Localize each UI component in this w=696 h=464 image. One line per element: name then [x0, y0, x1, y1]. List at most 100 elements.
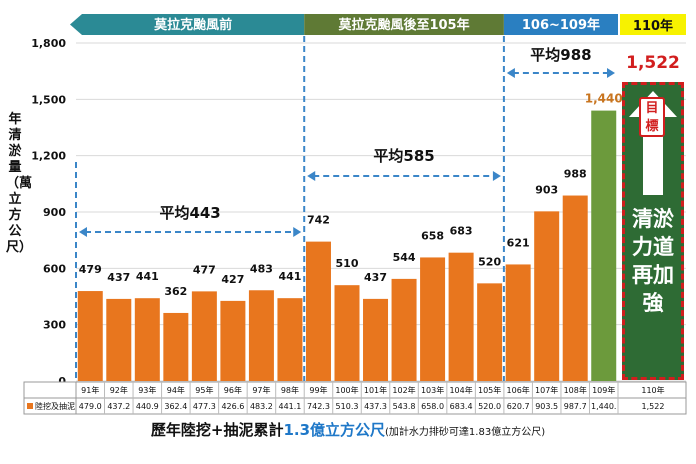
- table-value: 479.0: [79, 402, 102, 411]
- target-table-year: 110年: [641, 385, 664, 395]
- average-arrow-left: [506, 68, 515, 78]
- bar: [248, 290, 274, 381]
- target-value-label: 1,522: [626, 53, 680, 73]
- table-value: 362.4: [164, 402, 187, 411]
- x-tick-label: 106年: [507, 385, 530, 395]
- data-label: 621: [507, 236, 530, 249]
- data-label: 477: [193, 263, 216, 276]
- table-value: 441.1: [278, 402, 301, 411]
- table-value: 1,440.: [591, 402, 616, 411]
- average-label: 平均585: [373, 147, 434, 165]
- table-value: 477.3: [193, 402, 216, 411]
- bar: [534, 211, 560, 381]
- average-arrow-right: [492, 171, 501, 181]
- period-banner-label: 106~109年: [522, 17, 600, 33]
- period-banner: [503, 14, 618, 35]
- x-tick-label: 99年: [309, 385, 327, 395]
- period-banner-label: 莫拉克颱風前: [153, 17, 232, 33]
- x-tick-label: 91年: [81, 385, 99, 395]
- x-tick-label: 95年: [195, 385, 213, 395]
- table-value: 742.3: [307, 402, 330, 411]
- data-label: 1,440: [585, 92, 623, 106]
- average-arrow-right: [607, 68, 615, 78]
- x-tick-label: 109年: [592, 385, 615, 395]
- x-tick-label: 103年: [421, 385, 444, 395]
- legend-label: 陸挖及抽泥: [35, 401, 75, 411]
- target-table-value: 1,522: [642, 402, 665, 411]
- table-value: 426.6: [221, 402, 244, 411]
- bar: [391, 278, 417, 381]
- y-tick-label: 900: [43, 206, 66, 219]
- table-value: 620.7: [507, 402, 530, 411]
- x-tick-label: 105年: [478, 385, 501, 395]
- footer-main: 歷年陸挖+抽泥累計: [150, 421, 284, 439]
- table-value: 437.2: [107, 402, 130, 411]
- period-banner: [304, 14, 504, 35]
- data-label: 544: [393, 251, 416, 264]
- x-tick-label: 94年: [167, 385, 185, 395]
- data-label: 441: [278, 270, 301, 283]
- bar: [334, 285, 360, 381]
- table-value: 543.8: [393, 402, 416, 411]
- period-banner: [70, 14, 305, 35]
- x-tick-label: 102年: [392, 385, 415, 395]
- bar: [220, 300, 246, 381]
- target-badge: 目標: [639, 97, 665, 137]
- data-label: 903: [535, 183, 558, 196]
- table-value: 440.9: [136, 402, 159, 411]
- x-tick-label: 92年: [110, 385, 128, 395]
- table-value: 987.7: [564, 402, 587, 411]
- table-value: 903.5: [535, 402, 558, 411]
- y-tick-label: 600: [43, 262, 66, 275]
- footer-caption: 歷年陸挖+抽泥累計1.3億立方公尺(加計水力排砂可達1.83億立方公尺): [0, 419, 696, 440]
- data-label: 479: [79, 263, 102, 276]
- table-value: 683.4: [450, 402, 473, 411]
- y-tick-label: 300: [43, 319, 66, 332]
- bar: [277, 298, 303, 381]
- data-label: 483: [250, 262, 273, 275]
- bar: [77, 291, 103, 381]
- x-tick-label: 97年: [252, 385, 270, 395]
- x-tick-label: 101年: [364, 385, 387, 395]
- bar: [505, 264, 531, 381]
- target-year-banner: [620, 14, 686, 35]
- average-label: 平均443: [159, 204, 220, 222]
- table-value: 483.2: [250, 402, 273, 411]
- data-label: 742: [307, 214, 330, 227]
- data-label: 427: [221, 273, 244, 286]
- target-text: 清淤力道再加強: [632, 207, 674, 315]
- average-label: 平均988: [530, 46, 591, 64]
- bar: [562, 195, 588, 381]
- average-arrow-right: [293, 227, 302, 237]
- table-value: 510.3: [336, 402, 359, 411]
- data-label: 510: [336, 257, 359, 270]
- table-value: 520.0: [478, 402, 501, 411]
- data-label: 683: [450, 225, 473, 238]
- legend-swatch: [27, 403, 33, 409]
- y-tick-label: 1,500: [31, 93, 66, 106]
- data-label: 520: [478, 255, 501, 268]
- data-label: 437: [107, 271, 130, 284]
- bar: [591, 110, 617, 381]
- data-label: 988: [564, 168, 587, 181]
- bar: [191, 291, 217, 381]
- bar: [163, 312, 189, 381]
- y-axis-label: 年清淤量（萬立方公尺）: [6, 112, 33, 255]
- bar: [477, 283, 503, 381]
- bar: [106, 298, 132, 381]
- x-tick-label: 108年: [564, 385, 587, 395]
- target-box: 目標 清淤力道再加強: [622, 82, 684, 380]
- bar: [448, 252, 474, 381]
- bar: [134, 298, 160, 381]
- table-value: 658.0: [421, 402, 444, 411]
- y-tick-label: 1,800: [31, 37, 66, 50]
- data-label: 658: [421, 229, 444, 242]
- table-value: 437.3: [364, 402, 387, 411]
- data-label: 362: [164, 285, 187, 298]
- x-tick-label: 96年: [224, 385, 242, 395]
- average-arrow-left: [79, 227, 87, 237]
- x-tick-label: 107年: [535, 385, 558, 395]
- footer-amount: 1.3億立方公尺: [283, 421, 386, 439]
